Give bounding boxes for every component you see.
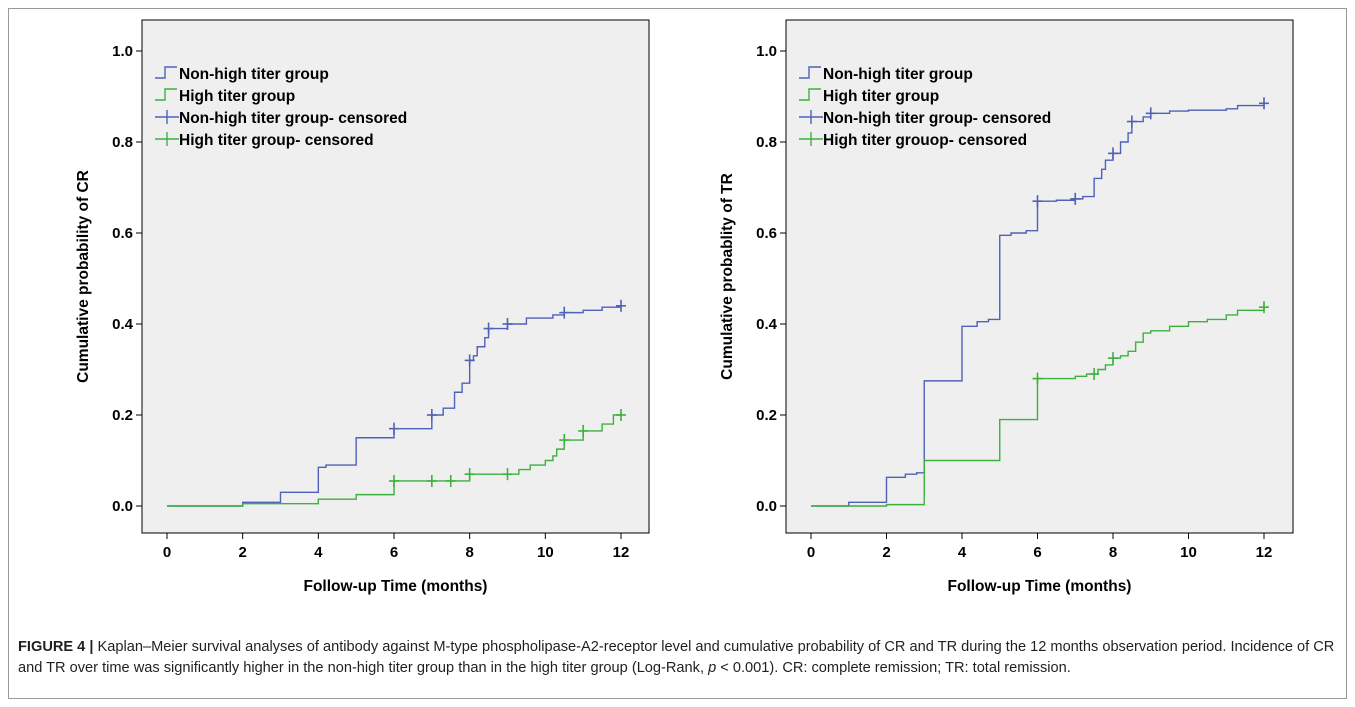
x-tick-label: 8 bbox=[1109, 544, 1117, 561]
censor-mark bbox=[1108, 147, 1118, 160]
censor-mark bbox=[616, 409, 626, 421]
censor-mark bbox=[1032, 372, 1043, 385]
censor-mark bbox=[616, 299, 626, 312]
censor-mark bbox=[445, 474, 456, 487]
censor-mark bbox=[502, 468, 513, 481]
y-axis-label: Cumulative probability of CR bbox=[75, 170, 92, 383]
x-tick-label: 10 bbox=[1180, 544, 1197, 561]
censor-mark bbox=[1089, 368, 1100, 381]
censor-mark bbox=[389, 474, 399, 487]
legend-item: High titer group bbox=[799, 88, 939, 105]
censor-mark bbox=[1259, 97, 1269, 110]
censor-mark bbox=[464, 354, 475, 367]
censor-mark bbox=[1070, 192, 1081, 205]
chart-2: 0.0 0.2 0.4 0.6 0.8 1.0 0 2 4 6 8 10 12 Follow-up Tim… bbox=[719, 19, 1294, 595]
x-tick-label: 2 bbox=[238, 544, 246, 561]
x-axis-label: Follow-up Time (months) bbox=[948, 578, 1132, 595]
y-tick-label: 0.2 bbox=[756, 407, 777, 424]
x-tick-label: 12 bbox=[1256, 544, 1273, 561]
legend-label: Non-high titer group- censored bbox=[823, 110, 1051, 127]
charts-svg: 0.0 0.2 0.4 0.6 0.8 1.0 0 2 4 6 8 10 12 Follow-up Tim… bbox=[75, 19, 1294, 595]
legend-label: High titer group bbox=[179, 88, 295, 105]
legend-step-symbol bbox=[799, 88, 821, 101]
legend-label: Non-high titer group bbox=[823, 66, 973, 83]
caption-text-1: Kaplan–Meier survival analyses of antibo… bbox=[18, 639, 1335, 676]
censor-mark bbox=[1108, 352, 1118, 365]
censor-mark bbox=[483, 322, 494, 335]
x-tick-label: 4 bbox=[958, 544, 967, 561]
y-tick-label: 1.0 bbox=[112, 43, 133, 60]
legend-step-symbol bbox=[155, 88, 177, 101]
legend-label: High titer grouop- censored bbox=[823, 132, 1027, 149]
x-tick-label: 10 bbox=[537, 544, 554, 561]
x-tick-label: 2 bbox=[882, 544, 890, 561]
y-tick-label: 0.4 bbox=[112, 316, 134, 333]
censor-mark bbox=[1126, 115, 1137, 128]
censor-mark bbox=[559, 434, 570, 447]
x-tick-label: 0 bbox=[807, 544, 815, 561]
plot-area bbox=[785, 19, 1294, 534]
x-tick-label: 6 bbox=[390, 544, 398, 561]
x-tick-label: 12 bbox=[613, 544, 630, 561]
censor-mark bbox=[502, 318, 513, 330]
legend-item: High titer group bbox=[155, 88, 295, 105]
censor-mark bbox=[426, 474, 437, 487]
y-tick-label: 0.4 bbox=[756, 316, 778, 333]
censor-mark bbox=[1259, 301, 1269, 314]
x-tick-label: 6 bbox=[1033, 544, 1041, 561]
censor-mark bbox=[464, 468, 475, 481]
legend-item: High titer grouop- censored bbox=[799, 132, 1027, 149]
y-tick-label: 0.6 bbox=[756, 225, 777, 242]
x-tick-label: 8 bbox=[465, 544, 473, 561]
caption-text-2: < 0.001). CR: complete remission; TR: to… bbox=[716, 660, 1071, 676]
y-tick-label: 0.8 bbox=[756, 134, 777, 151]
legend-step-symbol bbox=[799, 66, 821, 79]
series-line-high bbox=[811, 307, 1265, 507]
legend-label: High titer group bbox=[823, 88, 939, 105]
y-tick-label: 1.0 bbox=[756, 43, 777, 60]
legend-label: Non-high titer group- censored bbox=[179, 110, 407, 127]
series-line-non-high bbox=[811, 103, 1265, 507]
x-tick-label: 0 bbox=[163, 544, 171, 561]
y-tick-label: 0.0 bbox=[756, 498, 777, 515]
legend-item: High titer group- censored bbox=[155, 132, 374, 149]
censor-mark bbox=[426, 409, 437, 421]
caption-label: FIGURE 4 | bbox=[18, 639, 94, 655]
caption-p-symbol: p bbox=[708, 660, 717, 676]
legend-step-symbol bbox=[155, 66, 177, 79]
censor-mark bbox=[1145, 107, 1156, 120]
y-tick-label: 0.2 bbox=[112, 407, 133, 424]
x-axis-label: Follow-up Time (months) bbox=[304, 578, 488, 595]
legend-item: Non-high titer group- censored bbox=[799, 110, 1051, 127]
y-tick-label: 0.6 bbox=[112, 225, 133, 242]
chart-1: 0.0 0.2 0.4 0.6 0.8 1.0 0 2 4 6 8 10 12 Follow-up Tim… bbox=[75, 19, 650, 595]
figure-caption: FIGURE 4 | Kaplan–Meier survival analyse… bbox=[18, 637, 1340, 679]
x-tick-label: 4 bbox=[314, 544, 323, 561]
censor-mark bbox=[1032, 195, 1043, 208]
legend-label: Non-high titer group bbox=[179, 66, 329, 83]
legend-item: Non-high titer group bbox=[155, 66, 329, 83]
legend-item: Non-high titer group bbox=[799, 66, 973, 83]
censor-mark bbox=[559, 306, 570, 319]
censor-mark bbox=[389, 422, 399, 435]
legend-item: Non-high titer group- censored bbox=[155, 110, 407, 127]
censor-mark bbox=[578, 424, 589, 437]
legend-label: High titer group- censored bbox=[179, 132, 374, 149]
y-tick-label: 0.8 bbox=[112, 134, 133, 151]
y-tick-label: 0.0 bbox=[112, 498, 133, 515]
y-axis-label: Cumulative probablity of TR bbox=[719, 173, 736, 380]
